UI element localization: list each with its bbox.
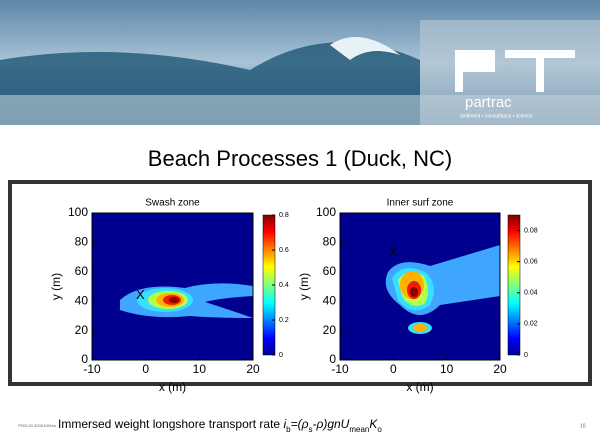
y-tick-label: 40 [75,293,89,307]
x-axis-label: x (m) [406,380,433,394]
colorbar [508,215,520,355]
brand: partrac [465,94,512,111]
y-tick-label: 60 [75,264,89,278]
x-tick-label: 10 [440,362,454,376]
caption: Immersed weight longshore transport rate… [58,417,382,433]
x-tick-label: 0 [142,362,149,376]
slide: partrac sediment • consultancy • science… [0,0,600,445]
colorbar-tick-label: 0.08 [524,227,538,234]
y-tick-label: 80 [75,235,89,249]
page-number: 10 [580,423,586,429]
plot-title: Swash zone [145,198,200,209]
contour [410,287,418,297]
x-tick-label: 20 [246,362,260,376]
y-tick-label: 20 [323,323,337,337]
caption-part: o [377,425,382,434]
caption-part: Immersed weight longshore transport rate [58,417,283,431]
contour [413,324,427,332]
tagline: sediment • consultancy • science [460,113,533,119]
colorbar-tick-label: 0.02 [524,321,538,328]
colorbar-tick-label: 0.2 [279,317,289,324]
slide-code: P003.03.2008.D004a [18,423,57,428]
x-tick-label: 10 [193,362,207,376]
y-axis-label: y (m) [49,273,63,300]
y-tick-label: 40 [323,293,337,307]
y-axis-label: y (m) [297,273,311,300]
marker-x: X [136,287,145,302]
x-axis-label: x (m) [159,380,186,394]
y-tick-label: 0 [329,352,336,366]
contour [169,297,179,303]
y-tick-label: 80 [323,235,337,249]
colorbar-tick-label: 0.4 [279,282,289,289]
colorbar-tick-label: 0.8 [279,212,289,219]
slide-title: Beach Processes 1 (Duck, NC) [148,146,452,171]
colorbar-tick-label: 0.04 [524,290,538,297]
plot-area [92,213,253,360]
colorbar-tick-label: 0 [524,352,528,359]
y-tick-label: 20 [75,323,89,337]
colorbar-tick-label: 0.06 [524,259,538,266]
colorbar-tick-label: 0 [279,352,283,359]
plot-area [340,213,500,360]
marker-x: X [389,244,398,259]
y-tick-label: 60 [323,264,337,278]
caption-part: -ρ)gnU [312,417,349,431]
y-tick-label: 100 [68,205,88,219]
plot-title: Inner surf zone [387,198,454,209]
y-tick-label: 0 [81,352,88,366]
x-tick-label: 20 [493,362,507,376]
colorbar-tick-label: 0.6 [279,247,289,254]
x-tick-label: 0 [390,362,397,376]
caption-part: mean [349,425,369,434]
y-tick-label: 100 [316,205,336,219]
caption-part: ρ [301,417,309,431]
